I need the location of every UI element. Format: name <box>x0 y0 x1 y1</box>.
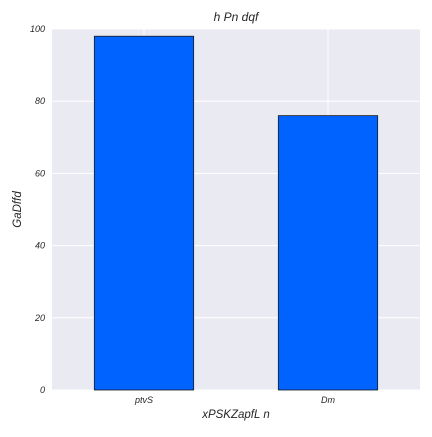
y-tick-label: 40 <box>35 241 45 251</box>
y-axis-label: GaDffd <box>12 191 24 228</box>
y-tick-label: 20 <box>34 313 45 323</box>
x-tick-label: ptvS <box>134 395 153 405</box>
y-tick-label: 100 <box>30 24 45 34</box>
y-tick-label: 60 <box>35 168 45 178</box>
bar-ptvS <box>93 35 195 391</box>
bar-Dm <box>277 115 379 391</box>
bars <box>93 35 379 391</box>
x-tick-labels: ptvS Dm <box>134 395 336 405</box>
y-tick-label: 80 <box>35 96 45 106</box>
x-axis-label: xPSKZapfL n <box>201 409 270 421</box>
y-tick-label: 0 <box>40 385 45 395</box>
x-tick-label: Dm <box>321 395 335 405</box>
chart-title: h Pn dqf <box>214 10 260 24</box>
y-tick-labels: 0 20 40 60 80 100 <box>30 24 45 395</box>
